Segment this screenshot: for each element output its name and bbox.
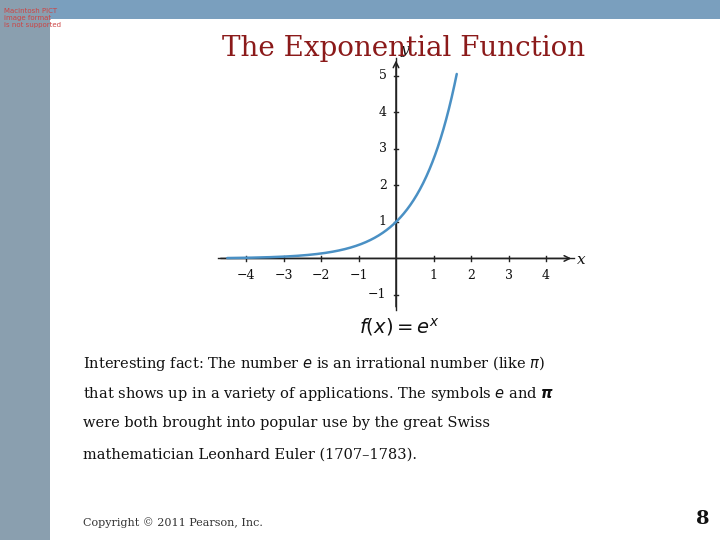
Text: −4: −4 <box>237 269 256 282</box>
Text: 5: 5 <box>379 70 387 83</box>
Text: x: x <box>577 253 585 267</box>
Text: mathematician Leonhard Euler (1707–1783).: mathematician Leonhard Euler (1707–1783)… <box>83 448 417 462</box>
Text: that shows up in a variety of applications. The symbols $e$ and $\boldsymbol{\pi: that shows up in a variety of applicatio… <box>83 385 554 403</box>
Text: Macintosh PICT
image format
is not supported: Macintosh PICT image format is not suppo… <box>4 8 60 28</box>
Text: 1: 1 <box>379 215 387 228</box>
Text: −1: −1 <box>368 288 387 301</box>
Text: −1: −1 <box>349 269 368 282</box>
Text: −3: −3 <box>274 269 293 282</box>
Text: y: y <box>400 43 409 57</box>
Text: $f(x) = e^x$: $f(x) = e^x$ <box>359 316 440 338</box>
Text: 2: 2 <box>467 269 475 282</box>
Text: −2: −2 <box>312 269 330 282</box>
Text: were both brought into popular use by the great Swiss: were both brought into popular use by th… <box>83 416 490 430</box>
Text: 1: 1 <box>430 269 438 282</box>
Text: 8: 8 <box>696 510 709 528</box>
Text: Copyright © 2011 Pearson, Inc.: Copyright © 2011 Pearson, Inc. <box>83 517 263 528</box>
Text: 3: 3 <box>505 269 513 282</box>
Text: 2: 2 <box>379 179 387 192</box>
Text: Interesting fact: The number $e$ is an irrational number (like $\pi$): Interesting fact: The number $e$ is an i… <box>83 354 545 373</box>
Text: 4: 4 <box>379 106 387 119</box>
Text: The Exponential Function: The Exponential Function <box>222 35 585 62</box>
Text: 3: 3 <box>379 143 387 156</box>
Text: 4: 4 <box>542 269 550 282</box>
